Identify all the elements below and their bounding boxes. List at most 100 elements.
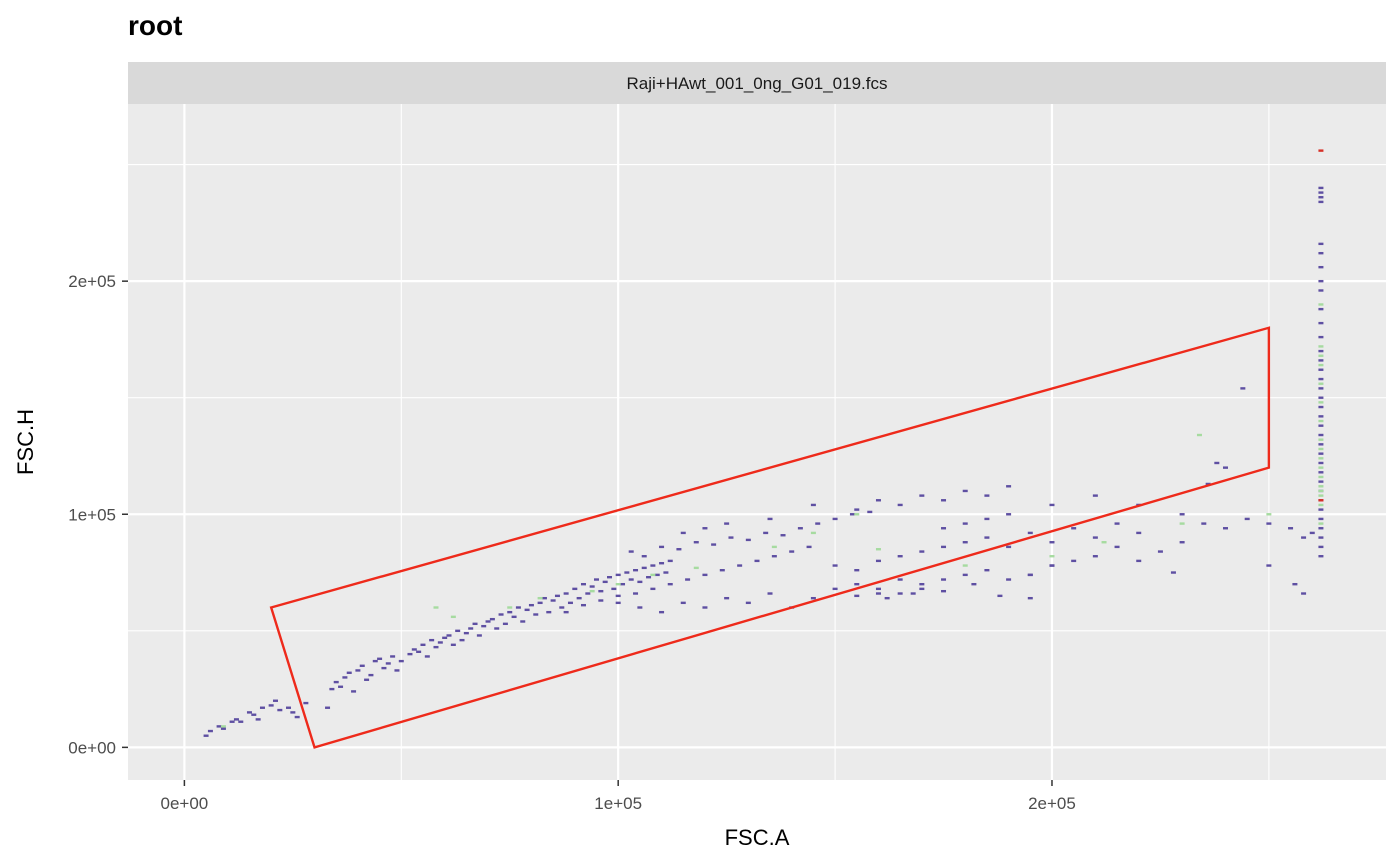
data-point [286,706,292,709]
data-point-mid-density [1318,475,1324,479]
data-point-mid-density [1318,447,1324,451]
data-point [303,701,309,705]
data-point [502,622,508,626]
data-point-mid-density [1266,513,1272,516]
data-point [919,582,925,586]
data-point-mid-density [615,582,621,586]
data-point [390,655,396,658]
data-point [220,727,226,730]
data-point [1318,424,1324,427]
data-point [1318,396,1324,399]
data-point [724,522,730,525]
data-point [481,624,487,628]
data-point-mid-density [1318,494,1324,497]
data-point [446,634,452,637]
data-point [854,569,860,572]
data-point [633,569,639,572]
data-point [1049,503,1055,507]
data-point [1309,531,1315,535]
data-point [607,576,613,579]
data-point [854,508,860,511]
y-tick-label: 1e+05 [68,505,116,524]
data-point [233,718,239,721]
data-point [984,517,990,521]
data-point [468,627,474,630]
data-point [1266,522,1272,525]
data-point [611,587,617,591]
data-point [875,592,881,595]
y-tick-label: 0e+00 [68,738,116,757]
data-point [429,638,435,642]
data-point [702,573,708,577]
data-point [1006,578,1012,581]
data-point [984,569,990,572]
data-point-mid-density [810,531,816,535]
data-point [1027,596,1033,600]
data-point [646,576,652,579]
data-point [593,578,599,581]
data-point [628,578,634,581]
data-point [884,596,890,600]
chart-title: root [128,10,183,41]
data-point [680,601,686,605]
data-point [962,489,968,493]
data-point-mid-density [589,589,595,593]
data-point [364,678,370,681]
data-point [277,708,283,712]
data-point [1318,461,1324,465]
data-point [1240,387,1246,390]
data-point [377,657,383,660]
data-point [1318,471,1324,474]
data-point [1222,527,1228,530]
data-point [810,503,816,507]
data-point-mid-density [875,548,881,551]
data-point [1318,368,1324,371]
data-point [507,610,513,614]
data-point-mid-density [854,513,860,516]
data-point [832,517,838,521]
data-point [1027,531,1033,535]
data-point [485,620,491,623]
data-point [832,587,838,591]
data-point [589,585,595,588]
data-point [797,527,803,530]
data-point-mid-density [450,615,456,619]
x-axis-title: FSC.A [725,825,790,850]
data-point [342,676,348,679]
data-point [563,610,569,614]
data-point [290,711,296,714]
data-point [329,687,335,691]
data-point [624,571,630,574]
data-point [255,718,261,721]
data-point [680,531,686,535]
data-point [528,603,534,607]
data-point [654,573,660,577]
data-point [897,555,903,558]
data-point [416,650,422,653]
data-point [463,631,469,635]
data-point [1318,508,1324,511]
data-point [494,627,500,630]
data-point-mid-density [1318,401,1324,404]
x-tick-label: 2e+05 [1028,794,1076,813]
data-point [1318,349,1324,353]
data-point [1201,522,1207,525]
data-point [455,629,461,633]
data-point [546,610,552,614]
data-point [941,499,947,502]
data-point-mid-density [1318,438,1324,441]
data-point [719,569,725,572]
data-point [997,594,1003,598]
data-point [711,543,717,546]
plot-panel [128,104,1386,780]
data-point [1318,265,1324,269]
data-point [351,690,357,693]
data-point [437,641,443,644]
data-point [550,599,556,602]
data-point [875,559,881,563]
data-point [789,550,795,553]
data-point [767,517,773,521]
facet-label: Raji+HAwt_001_0ng_G01_019.fcs [626,74,887,93]
y-tick-label: 2e+05 [68,272,116,291]
data-point-mid-density [1318,354,1324,357]
